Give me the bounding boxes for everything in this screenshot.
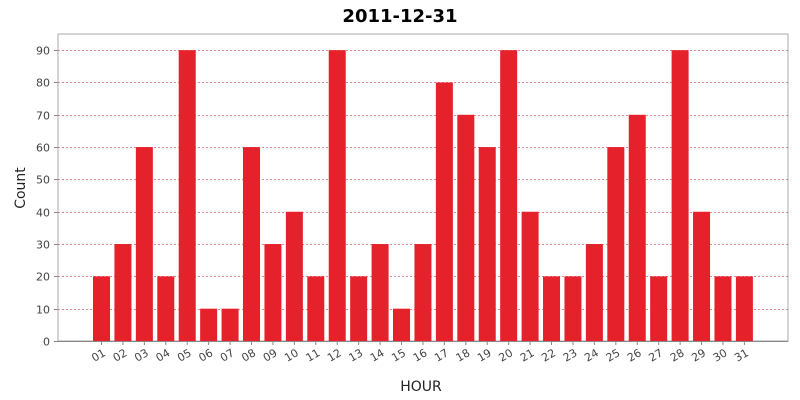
bar-22 bbox=[543, 276, 561, 341]
y-tick-label: 50 bbox=[36, 174, 50, 187]
bar-18 bbox=[457, 114, 475, 341]
x-tick-label: 16 bbox=[411, 346, 430, 364]
bar-07 bbox=[221, 308, 239, 341]
bar-16 bbox=[414, 244, 432, 341]
y-tick-label: 60 bbox=[36, 142, 50, 155]
x-tick-label: 18 bbox=[454, 346, 473, 364]
bar-21 bbox=[521, 211, 539, 341]
x-tick-label: 12 bbox=[325, 346, 344, 364]
y-tick-label: 80 bbox=[36, 77, 50, 90]
x-tick-label: 06 bbox=[197, 346, 216, 364]
x-tick-label: 23 bbox=[561, 346, 580, 364]
bar-06 bbox=[200, 308, 218, 341]
chart-title: 2011-12-31 bbox=[342, 6, 457, 27]
bar-17 bbox=[435, 82, 453, 341]
bar-13 bbox=[350, 276, 368, 341]
bar-03 bbox=[135, 147, 153, 341]
x-tick-label: 29 bbox=[689, 346, 708, 364]
x-tick-label: 17 bbox=[432, 346, 451, 364]
x-axis-label: HOUR bbox=[400, 379, 442, 395]
y-tick-label: 20 bbox=[36, 271, 50, 284]
x-tick-label: 21 bbox=[518, 346, 537, 364]
bar-10 bbox=[285, 211, 303, 341]
y-tick-label: 90 bbox=[36, 45, 50, 58]
bar-20 bbox=[500, 50, 518, 341]
x-tick-label: 31 bbox=[732, 346, 751, 364]
bar-26 bbox=[628, 114, 646, 341]
y-tick-label: 30 bbox=[36, 239, 50, 252]
x-tick-label: 04 bbox=[154, 346, 173, 364]
bar-23 bbox=[564, 276, 582, 341]
bar-12 bbox=[328, 50, 346, 341]
x-tick-label: 22 bbox=[539, 346, 558, 364]
x-tick-label: 02 bbox=[111, 346, 130, 364]
x-tick-label: 19 bbox=[475, 346, 494, 364]
x-tick-label: 07 bbox=[218, 346, 237, 364]
bar-05 bbox=[178, 50, 196, 341]
bar-02 bbox=[114, 244, 132, 341]
x-tick-label: 09 bbox=[261, 346, 280, 364]
x-tick-label: 25 bbox=[604, 346, 623, 364]
bar-15 bbox=[393, 308, 411, 341]
x-tick-label: 26 bbox=[625, 346, 644, 364]
x-tick-label: 03 bbox=[132, 346, 151, 364]
bar-04 bbox=[157, 276, 175, 341]
y-tick-label: 70 bbox=[36, 110, 50, 123]
x-tick-label: 11 bbox=[304, 346, 323, 364]
y-tick-label: 0 bbox=[43, 336, 50, 349]
x-tick-label: 20 bbox=[497, 346, 516, 364]
bar-28 bbox=[671, 50, 689, 341]
x-tick-label: 28 bbox=[668, 346, 687, 364]
bar-01 bbox=[93, 276, 110, 341]
x-tick-label: 30 bbox=[711, 346, 730, 364]
bar-27 bbox=[650, 276, 668, 341]
x-tick-label: 24 bbox=[582, 346, 601, 364]
bar-08 bbox=[243, 147, 261, 341]
x-tick-label: 15 bbox=[389, 346, 408, 364]
bar-31 bbox=[735, 276, 753, 341]
bar-29 bbox=[693, 211, 711, 341]
y-tick-label: 10 bbox=[36, 304, 50, 317]
y-axis-label: Count bbox=[13, 167, 29, 209]
x-tick-label: 13 bbox=[347, 346, 366, 364]
x-tick-label: 05 bbox=[175, 346, 194, 364]
bar-11 bbox=[307, 276, 325, 341]
x-tick-label: 27 bbox=[647, 346, 666, 364]
bar-24 bbox=[585, 244, 603, 341]
bar-09 bbox=[264, 244, 282, 341]
x-tick-label: 01 bbox=[89, 346, 108, 364]
bar-25 bbox=[607, 147, 625, 341]
x-tick-label: 08 bbox=[239, 346, 258, 364]
bar-19 bbox=[478, 147, 496, 341]
y-tick-label: 40 bbox=[36, 207, 50, 220]
bar-30 bbox=[714, 276, 732, 341]
bar-14 bbox=[371, 244, 389, 341]
x-tick-label: 14 bbox=[368, 346, 387, 364]
x-tick-label: 10 bbox=[282, 346, 301, 364]
